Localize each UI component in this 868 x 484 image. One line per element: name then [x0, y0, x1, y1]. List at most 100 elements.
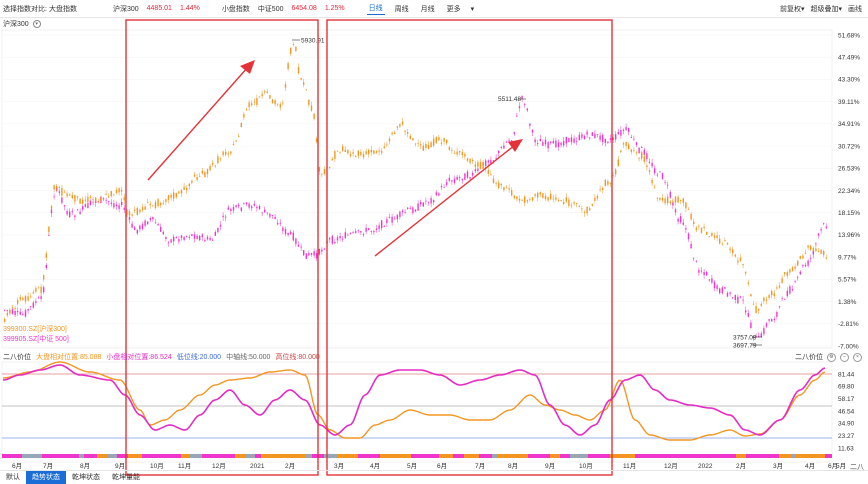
candle-body: [157, 199, 159, 207]
candle-body: [815, 248, 817, 252]
index1-name[interactable]: 沪深300: [112, 5, 139, 13]
candle-body: [261, 93, 263, 97]
candle-body: [14, 310, 16, 316]
candle-body: [271, 215, 274, 216]
candle-body: [383, 226, 385, 228]
candle-body: [162, 232, 164, 235]
candle-body: [680, 200, 682, 201]
compare-dropdown[interactable]: 大盘指数: [48, 5, 77, 13]
tab-qiankun-state[interactable]: 乾坤状态: [72, 474, 100, 481]
draw-line-button[interactable]: 画线: [848, 6, 862, 13]
candle-body: [40, 296, 42, 300]
chevron-down-icon[interactable]: ▾: [32, 20, 41, 28]
x-tick-label: 9月: [545, 462, 555, 470]
candle-body: [43, 287, 45, 293]
candle-body: [173, 192, 175, 199]
tab-qiankun-volume[interactable]: 乾坤量能: [112, 474, 140, 481]
candle-body: [71, 194, 73, 199]
candle-body: [490, 173, 492, 175]
candle-body: [521, 95, 523, 99]
candle-body: [121, 189, 123, 192]
state-segment: [181, 454, 189, 458]
candle-body: [404, 130, 406, 132]
period-week-button[interactable]: 周线: [394, 5, 409, 13]
state-segment: [397, 454, 411, 458]
period-month-button[interactable]: 月线: [420, 5, 435, 13]
indicator-y-tick-label: 69.80: [838, 384, 855, 391]
candle-body: [50, 205, 53, 209]
candle-body: [453, 178, 456, 183]
candle-body: [534, 194, 536, 197]
candle-body: [804, 265, 807, 267]
low1-label: 3757.09: [733, 335, 757, 342]
adjust-dropdown[interactable]: 前复权▾: [780, 4, 805, 14]
candle-body: [178, 239, 180, 242]
candle-body: [599, 135, 601, 140]
state-segment: [560, 454, 570, 458]
candle-body: [373, 231, 375, 233]
candle-body: [105, 193, 107, 195]
state-segment: [497, 454, 513, 458]
candle-body: [196, 235, 198, 240]
series-hs300-candles: [4, 42, 827, 324]
candle-body: [446, 139, 448, 144]
candle-body: [152, 216, 154, 220]
state-segment: [65, 454, 79, 458]
candle-body: [690, 213, 692, 220]
period-day-button[interactable]: 日线: [366, 2, 385, 15]
candle-body: [703, 271, 705, 276]
peak2-label: 5511.48: [498, 96, 521, 103]
candle-body: [604, 138, 606, 143]
y-tick-label: 47.49%: [838, 55, 860, 62]
candle-body: [368, 228, 370, 231]
candle-body: [797, 276, 799, 278]
state-segment: [211, 454, 226, 458]
candle-body: [45, 264, 47, 269]
candle-body: [160, 202, 162, 206]
candle-body: [669, 192, 671, 198]
small-cap-label: 小盘指数: [221, 5, 250, 13]
index2-name[interactable]: 中证500: [257, 5, 284, 13]
candle-body: [422, 145, 424, 151]
candle-body: [773, 293, 775, 296]
state-segment: [208, 454, 211, 458]
candle-body: [672, 201, 674, 203]
overlay-dropdown[interactable]: 超级叠加▾: [810, 4, 842, 14]
index2-change: 1.25%: [324, 5, 345, 12]
state-segment: [596, 454, 610, 458]
candle-body: [422, 202, 424, 207]
candle-body: [531, 129, 534, 133]
settings-icon[interactable]: ⚙: [827, 352, 836, 362]
candle-body: [256, 98, 258, 105]
candle-body: [79, 211, 81, 215]
candle-body: [170, 239, 172, 243]
indicator-legend: 二八价位 大盘相对位置:85.088 小盘相对位置:86.524 低位线:20.…: [3, 352, 320, 362]
candle-body: [477, 168, 479, 171]
tab-trend-state[interactable]: 趋势状态: [26, 471, 66, 484]
candle-body: [768, 319, 770, 321]
candle-body: [6, 312, 8, 316]
candle-body: [516, 115, 518, 117]
indicator-right-title: 二八价位: [795, 354, 823, 361]
candle-body: [596, 195, 599, 199]
candle-body: [591, 203, 593, 206]
candle-body: [641, 152, 643, 159]
candle-body: [17, 299, 19, 304]
state-segment: [2, 454, 7, 458]
close-icon[interactable]: ×: [853, 352, 862, 362]
candle-body: [477, 162, 479, 167]
minus-icon[interactable]: −: [840, 352, 849, 362]
state-segment: [439, 454, 453, 458]
candle-body: [643, 156, 645, 162]
more-button[interactable]: 更多 ▾: [445, 3, 484, 15]
candle-body: [383, 146, 385, 149]
state-segment: [674, 454, 687, 458]
candle-body: [217, 227, 219, 233]
candle-body: [646, 153, 648, 160]
candle-body: [300, 246, 302, 248]
candle-body: [204, 171, 206, 178]
state-segment: [746, 454, 753, 458]
tab-default[interactable]: 默认: [6, 474, 20, 481]
candle-body: [305, 89, 307, 91]
state-segment: [796, 454, 809, 458]
